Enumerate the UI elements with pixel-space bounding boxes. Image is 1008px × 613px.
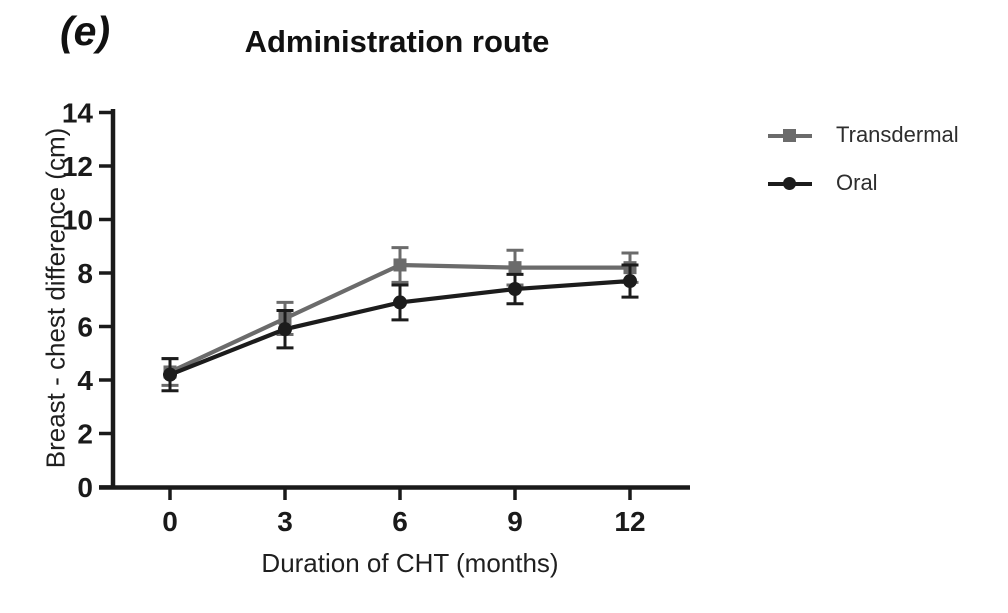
legend-label: Oral (836, 170, 878, 195)
y-axis-label: Breast - chest difference (cm) (40, 127, 71, 469)
y-tick-label: 2 (77, 419, 93, 450)
x-tick-label: 3 (277, 506, 293, 537)
y-tick-label: 14 (62, 98, 94, 129)
legend-item-oral: Oral (768, 170, 959, 196)
legend-item-transdermal: Transdermal (768, 122, 959, 148)
panel-label: (e) (60, 8, 111, 54)
y-tick-label: 8 (77, 258, 93, 289)
x-tick-label: 6 (392, 506, 408, 537)
oral-circle-marker-icon (768, 176, 812, 191)
legend: Transdermal Oral (768, 122, 959, 196)
y-tick-label: 12 (62, 151, 93, 182)
data-point-transdermal (393, 258, 407, 272)
chart-title: Administration route (244, 24, 550, 59)
y-tick-label: 6 (77, 312, 93, 343)
data-point-oral (507, 282, 522, 297)
data-point-oral (622, 274, 637, 289)
data-point-oral (163, 367, 177, 382)
data-point-oral (277, 322, 292, 337)
x-tick-label: 9 (507, 506, 523, 537)
transdermal-square-marker-icon (768, 128, 812, 143)
legend-label: Transdermal (836, 122, 959, 147)
x-tick-label: 0 (162, 506, 178, 537)
data-point-transdermal (508, 261, 522, 275)
x-axis-label: Duration of CHT (months) (261, 548, 559, 578)
y-tick-label: 0 (77, 472, 93, 503)
x-tick-label: 12 (614, 506, 645, 537)
data-point-oral (392, 295, 407, 310)
y-tick-label: 10 (62, 205, 93, 236)
y-tick-label: 4 (77, 365, 93, 396)
